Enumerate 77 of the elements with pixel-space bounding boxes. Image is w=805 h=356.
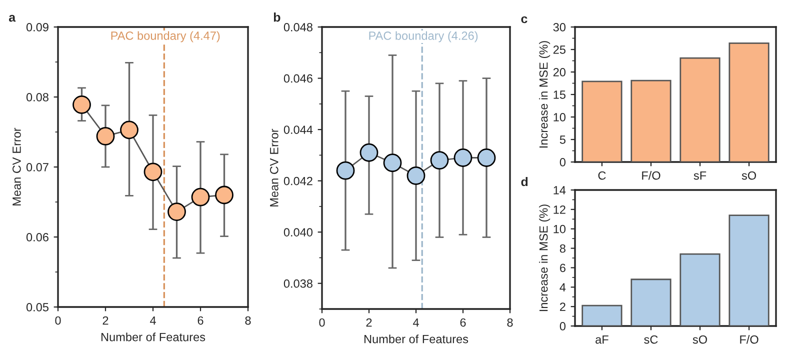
point <box>96 127 115 146</box>
y-tick-label: 20 <box>553 68 566 76</box>
chart-title: d <box>521 176 528 186</box>
point <box>360 143 378 162</box>
x-tick-label: 2 <box>366 318 372 327</box>
y-tick-label: 4 <box>560 283 566 292</box>
chart-title: b <box>274 12 280 22</box>
point <box>120 120 138 140</box>
point <box>477 148 496 167</box>
x-tick-label: 8 <box>245 316 251 325</box>
bar <box>680 57 720 162</box>
point <box>72 96 91 114</box>
x-tick-label: sO <box>742 171 756 180</box>
y-tick-label: 0.040 <box>284 228 313 236</box>
point <box>454 148 472 167</box>
y-tick-label: 14 <box>554 186 566 194</box>
x-tick-label: aF <box>596 335 608 344</box>
point <box>383 154 402 172</box>
x-tick-label: 2 <box>102 316 108 325</box>
chart-title: c <box>521 16 528 24</box>
point <box>191 188 210 206</box>
bar <box>630 80 672 162</box>
x-tick-label: 4 <box>150 316 156 325</box>
bar <box>680 253 720 326</box>
y-tick-label: 0.07 <box>26 163 48 172</box>
ref-line-label: PAC boundary (4.47) <box>111 31 220 42</box>
point <box>215 186 234 204</box>
y-axis-title: Increase in MSE (%) <box>539 41 550 148</box>
y-tick-label: 0.06 <box>26 233 48 242</box>
x-tick-label: 0 <box>319 318 325 327</box>
y-tick-label: 10 <box>554 113 566 122</box>
x-tick-label: F/O <box>740 335 758 344</box>
y-tick-label: 10 <box>554 224 566 234</box>
y-tick-label: 6 <box>560 264 566 272</box>
y-tick-label: 30 <box>553 23 566 32</box>
y-tick-label: 0.09 <box>26 23 48 32</box>
y-tick-label: 0.046 <box>284 74 312 83</box>
y-tick-label: 5 <box>560 136 566 144</box>
point <box>336 161 355 180</box>
chart-title: a <box>8 14 16 22</box>
y-tick-label: 0.05 <box>26 303 48 312</box>
x-tick-label: 6 <box>198 316 204 325</box>
bar <box>582 80 622 162</box>
y-axis-title: Increase in MSE (%) <box>539 204 550 312</box>
x-tick-label: sO <box>692 335 707 344</box>
x-tick-label: 4 <box>412 318 419 327</box>
y-axis-title: Mean CV Error <box>12 128 21 206</box>
y-tick-label: 0.048 <box>284 23 312 32</box>
y-tick-label: 25 <box>553 46 566 54</box>
y-tick-label: 0.08 <box>26 93 48 102</box>
bar <box>728 42 770 162</box>
x-tick-label: sC <box>644 335 658 344</box>
x-axis-title: Number of Features <box>364 334 468 344</box>
point <box>406 166 426 185</box>
y-tick-label: 8 <box>560 244 566 253</box>
x-tick-label: 6 <box>460 318 466 327</box>
point <box>144 162 162 182</box>
point <box>430 151 449 170</box>
bar <box>582 304 622 326</box>
y-tick-label: 0.044 <box>284 126 313 134</box>
x-tick-label: F/O <box>642 171 660 180</box>
x-tick-label: 8 <box>507 318 513 327</box>
x-axis-title: Number of Features <box>101 332 206 342</box>
y-tick-label: 2 <box>560 302 566 311</box>
y-tick-label: 15 <box>554 90 566 99</box>
ref-line-label: PAC boundary (4.26) <box>369 31 478 42</box>
x-tick-label: sF <box>694 171 706 180</box>
point <box>168 202 186 221</box>
bar <box>630 278 672 326</box>
y-tick-label: 12 <box>554 205 566 214</box>
x-tick-label: 0 <box>55 316 61 325</box>
bar <box>728 214 770 326</box>
y-tick-label: 0 <box>560 158 566 166</box>
x-tick-label: C <box>598 171 606 180</box>
y-axis-title: Mean CV Error <box>270 128 278 206</box>
y-tick-label: 0.042 <box>284 176 312 186</box>
y-tick-label: 0.038 <box>284 279 312 288</box>
